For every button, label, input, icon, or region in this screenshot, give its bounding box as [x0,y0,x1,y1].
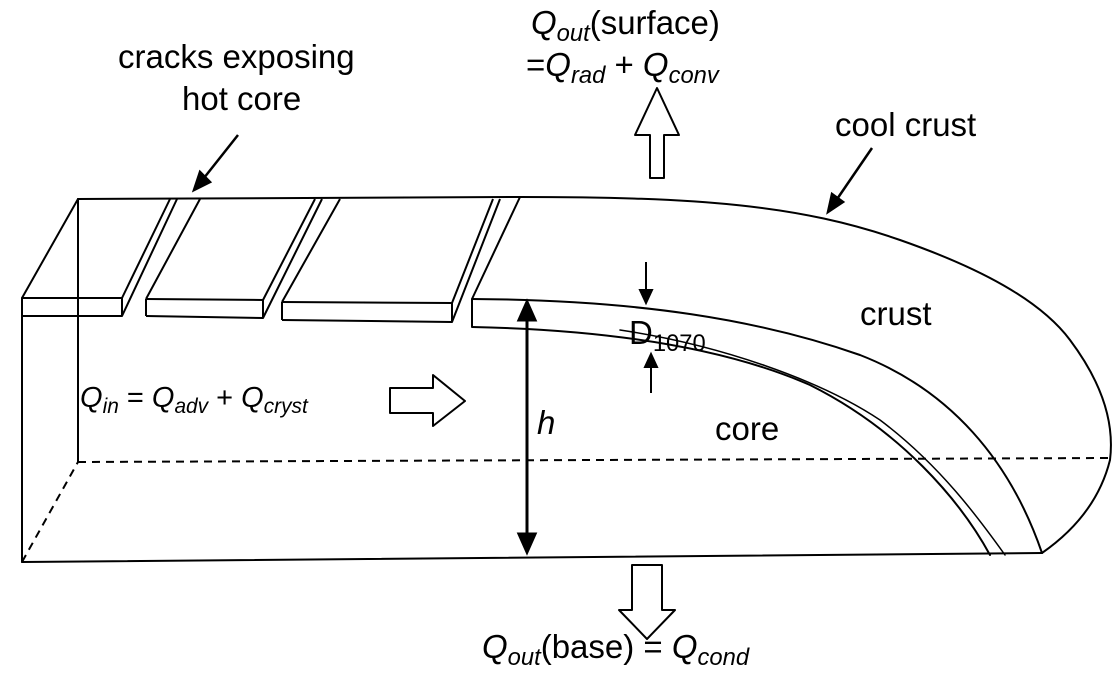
crack-segment-3 [281,301,453,323]
crust-inner-line [619,329,1006,556]
top-left-edge [21,198,79,299]
qadv-sub: adv [174,395,209,419]
d1070-top-arrow-head [638,289,654,306]
qin-label: Qin = Qadv + Qcryst [80,382,308,418]
qrad-sub: rad [570,62,606,90]
crack-segment-2 [145,298,264,319]
qout-surface-q: Q [531,4,557,41]
qrad-q: Q [545,46,571,83]
cool-crust-pointer-head [826,191,846,215]
arrow-down-base [618,564,676,640]
arrow-right-inflow [389,374,466,427]
crust-core-boundary [471,326,991,556]
d1070-sub: 1070 [652,330,706,358]
top-back-edge [77,196,1112,554]
d1070-label: D1070 [629,314,706,356]
h-arrow-top-head [516,298,538,322]
bottom-front-edge [21,552,1043,563]
qconv-sub: conv [668,62,719,90]
core-label: core [715,410,780,447]
crack-segment-1 [22,297,123,317]
cracks-pointer-line [199,134,239,184]
cracks-label-line1: cracks exposing [118,38,355,75]
qin-eq: = [118,382,152,414]
crack-2 [262,198,341,320]
hidden-bottom-left-edge [21,461,79,563]
qout-surface-label: Qout(surface) [531,4,720,46]
d1070-d: D [629,314,653,351]
qcond-sub: cond [697,644,750,672]
crack-1 [121,198,201,317]
cool-crust-label: cool crust [835,106,977,143]
qout-surface-rest: (surface) [589,4,720,41]
qout-surface-sub: out [556,20,590,48]
h-arrow-bottom-head [516,532,538,556]
crack-3 [451,196,521,327]
qout-surface-equation: =Qrad + Qconv [526,46,719,88]
qcond-q: Q [671,628,698,665]
qadv-q: Q [151,382,175,414]
qin-q: Q [80,382,103,414]
qout-base-label: Qout(base) = Qcond [482,628,749,670]
qcryst-q: Q [241,382,264,414]
qout-base-q: Q [482,628,508,665]
h-label: h [537,404,556,441]
crust-top-line [471,298,1043,554]
qcryst-sub: cryst [263,395,308,419]
qout-surface-eq-sign: = [526,46,546,83]
crust-label: crust [860,295,932,332]
qout-base-sub: out [507,644,541,672]
cracks-label-line2: hot core [182,80,302,117]
qout-base-rest: (base) = [540,628,672,665]
cracks-pointer-head [191,169,213,193]
d1070-bottom-arrow-head [643,351,659,368]
qout-surface-plus: + [605,46,643,83]
qin-plus: + [208,382,242,414]
cool-crust-pointer-line [831,147,874,206]
qconv-q: Q [642,46,669,83]
qin-sub: in [102,395,119,419]
hidden-bottom-back-edge [77,457,1111,463]
arrow-up-surface [634,87,680,179]
